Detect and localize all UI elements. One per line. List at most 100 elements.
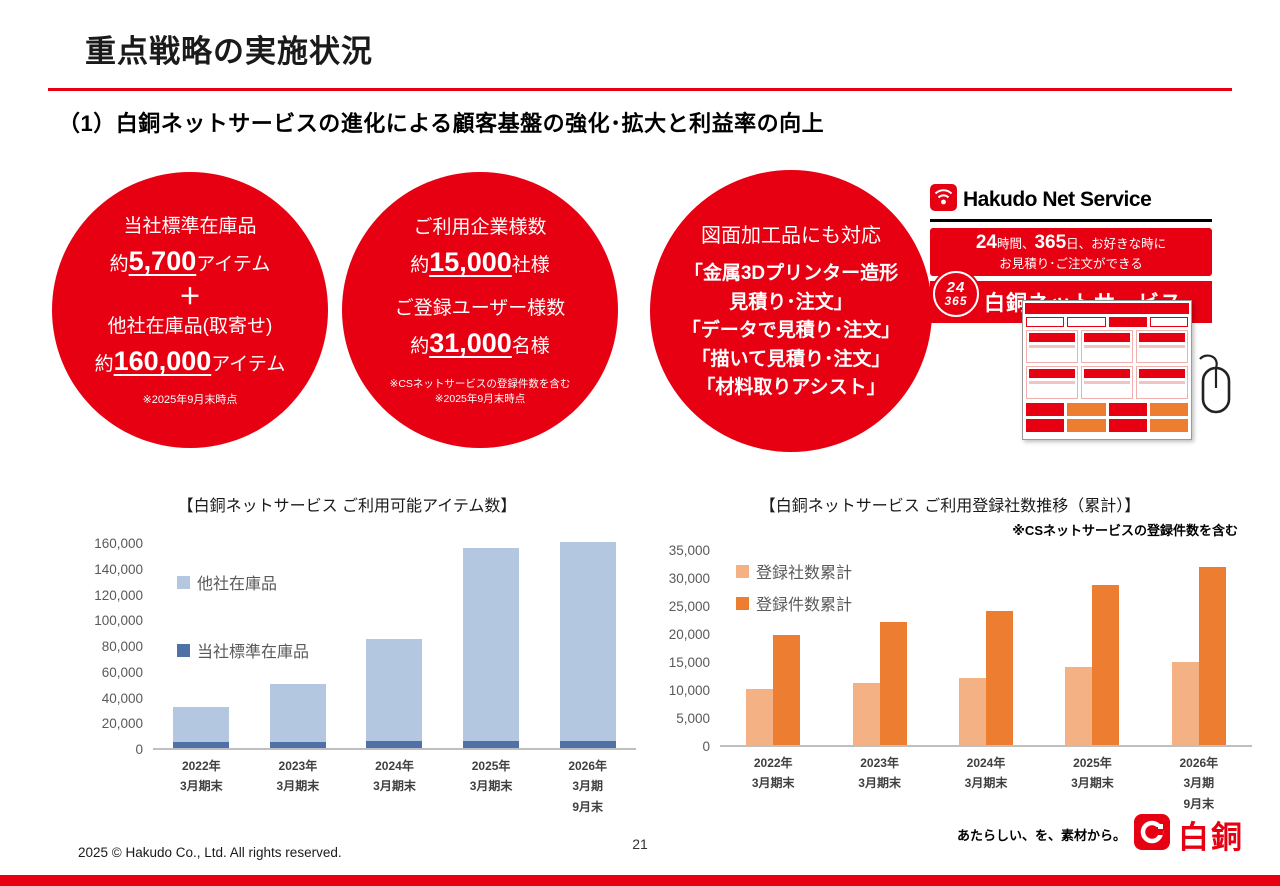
hakudo-logo-text: 白銅 xyxy=(1178,820,1244,855)
x-tick-label: 2022年 3月期末 xyxy=(179,759,223,794)
bottom-red-strip xyxy=(0,875,1280,886)
y-tick-label: 0 xyxy=(702,739,710,754)
registrations-chart-title: 【白銅ネットサービス ご利用登録社数推移（累計）】 xyxy=(759,498,1141,515)
legend-item: 登録件数累計 xyxy=(736,591,852,615)
items-unit: アイテム xyxy=(196,254,271,276)
brand-row: Hakudo Net Service xyxy=(930,184,1212,222)
legend-swatch xyxy=(736,596,749,610)
bar-segment xyxy=(463,548,520,741)
tagline-line2: お見積り･ご注文ができる xyxy=(999,256,1143,271)
page-number: 21 xyxy=(632,836,648,852)
y-tick-label: 40,000 xyxy=(101,690,143,706)
drawing-item: 「材料取りアシスト」 xyxy=(696,377,886,399)
bar-group xyxy=(1039,549,1145,745)
bar xyxy=(986,610,1014,745)
companies-label: ご利用企業様数 xyxy=(413,216,547,238)
legend-label: 登録社数累計 xyxy=(756,565,853,582)
bar-segment xyxy=(366,639,423,741)
approx-prefix: 約 xyxy=(94,354,114,376)
approx-prefix: 約 xyxy=(410,254,430,276)
inventory-circle: 当社標準在庫品 約5,700アイテム ＋ 他社在庫品(取寄せ) 約160,000… xyxy=(52,172,328,448)
bar-group xyxy=(153,542,250,748)
registrations-chart-legend: 登録社数累計登録件数累計 xyxy=(736,559,852,623)
companies-count: 約15,000社様 xyxy=(410,242,550,284)
drawing-heading: 図面加工品にも対応 xyxy=(701,225,881,248)
legend-swatch xyxy=(177,575,190,589)
thumbnail-content-grid xyxy=(1025,330,1189,399)
other-stock-value: 160,000 xyxy=(113,346,212,377)
x-tick-label: 2026年 3月期 9月末 xyxy=(568,759,608,814)
x-tick-label: 2023年 3月期末 xyxy=(276,759,320,794)
badge-24: 24 xyxy=(946,279,966,297)
items-unit: アイテム xyxy=(211,354,286,376)
x-tick-label: 2024年 3月期末 xyxy=(373,759,416,794)
y-tick-label: 140,000 xyxy=(94,561,143,577)
other-stock-count: 約160,000アイテム xyxy=(95,341,286,383)
registrations-chart: 【白銅ネットサービス ご利用登録社数推移（累計）】 ※CSネットサービスの登録件… xyxy=(648,492,1252,814)
tagline-line1: 24時間、365日、お好きな時に xyxy=(934,231,1208,256)
bar xyxy=(746,689,774,745)
bar-segment xyxy=(559,740,616,748)
bar-segment xyxy=(173,741,230,748)
legend-item: 他社在庫品 xyxy=(177,570,309,594)
cs-note-line1: ※CSネットサービスの登録件数を含む xyxy=(389,378,571,391)
section-subtitle: （1）白銅ネットサービスの進化による顧客基盤の強化･拡大と利益率の向上 xyxy=(58,111,825,136)
drawing-circle: 図面加工品にも対応 「金属3Dプリンター造形 見積り･注文」 「データで見積り･… xyxy=(650,170,932,452)
bar-group xyxy=(539,542,636,748)
bar-segment xyxy=(559,542,616,741)
standard-stock-value: 5,700 xyxy=(128,246,197,277)
items-chart-y-axis: 160,000 140,000 120,000 100,000 80,000 60,000… xyxy=(58,536,153,757)
mouse-icon xyxy=(1194,350,1238,429)
days-text: 日、お好きな時に xyxy=(1066,237,1167,251)
y-tick-label: 5,000 xyxy=(676,711,710,726)
hakudo-logo-icon xyxy=(1134,814,1170,855)
legend-item: 登録社数累計 xyxy=(736,559,852,583)
legend-label: 他社在庫品 xyxy=(197,576,278,593)
bar xyxy=(1092,585,1120,745)
y-tick-label: 60,000 xyxy=(101,664,143,680)
registrations-chart-body: 35,000 30,000 25,000 20,000 15,000 10,000 5,00… xyxy=(648,543,1252,754)
registrations-chart-x-axis: 2022年 3月期末 2023年 3月期末 2024年 3月期末 2025年 3月期末 2026… xyxy=(720,747,1252,814)
bar-group xyxy=(443,542,540,748)
standard-stock-count: 約5,700アイテム xyxy=(110,241,271,283)
hours-text: 時間、 xyxy=(996,237,1035,251)
y-tick-label: 15,000 xyxy=(668,655,710,670)
asof-note: ※2025年9月末時点 xyxy=(142,393,238,406)
plus-sign: ＋ xyxy=(178,284,201,309)
hakudo-net-service-icon xyxy=(930,184,957,216)
bar-group xyxy=(346,542,443,748)
bar xyxy=(959,677,987,745)
x-tick-label: 2023年 3月期末 xyxy=(858,756,901,791)
companies-value: 15,000 xyxy=(429,246,512,277)
other-stock-label: 他社在庫品(取寄せ) xyxy=(107,315,273,337)
footer-brand: あたらしい、を、素材から。 白銅 xyxy=(957,812,1244,857)
badge-24-365: 24 365 xyxy=(933,270,979,317)
registrations-chart-plot: 登録社数累計登録件数累計 xyxy=(720,549,1252,747)
thumbnail-nav xyxy=(1025,314,1189,330)
bar xyxy=(1065,666,1093,745)
items-chart-x-axis: 2022年 3月期末 2023年 3月期末 2024年 3月期末 2025年 3月期末 2026… xyxy=(153,750,636,817)
thumbnail-footer-chips xyxy=(1025,399,1189,432)
registered-users-value: 31,000 xyxy=(429,328,512,359)
registrations-chart-y-axis: 35,000 30,000 25,000 20,000 15,000 10,000 5,00… xyxy=(648,543,720,754)
y-tick-label: 20,000 xyxy=(668,627,710,642)
bar xyxy=(879,621,907,745)
bar xyxy=(773,634,801,745)
legend-swatch xyxy=(177,643,190,657)
badge-365: 365 xyxy=(944,294,968,309)
companies-unit: 社様 xyxy=(511,254,550,276)
items-chart-plot: 他社在庫品当社標準在庫品 xyxy=(153,542,636,750)
legend-item: 当社標準在庫品 xyxy=(177,638,309,662)
items-chart-legend: 他社在庫品当社標準在庫品 xyxy=(177,570,309,706)
drawing-item: 見積り･注文」 xyxy=(729,291,853,313)
brand-name: Hakudo Net Service xyxy=(963,188,1152,211)
bar xyxy=(1198,567,1226,745)
y-tick-label: 20,000 xyxy=(101,716,143,732)
website-thumbnail xyxy=(1022,300,1192,440)
bar-segment xyxy=(463,740,520,748)
bar-group xyxy=(720,549,826,745)
hours-number: 24 xyxy=(975,232,997,253)
x-tick-label: 2022年 3月期末 xyxy=(751,756,795,791)
y-tick-label: 25,000 xyxy=(668,599,710,614)
